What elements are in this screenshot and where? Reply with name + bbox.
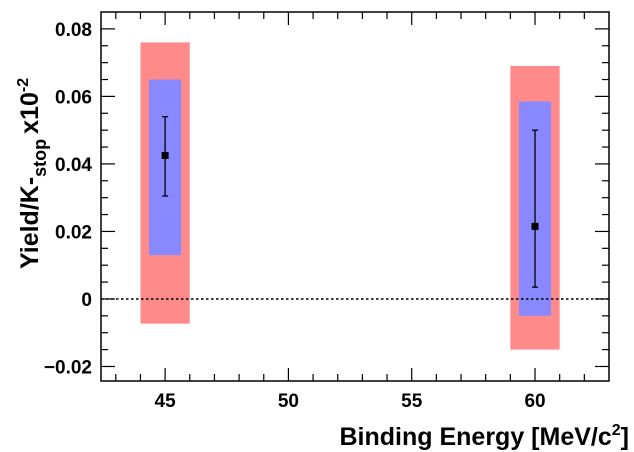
y-axis-ticks: −0.02 0 0.02 0.04 0.06 0.08 — [44, 20, 609, 378]
y-tick-label: 0.06 — [55, 87, 92, 108]
y-tick-label: 0.08 — [55, 20, 92, 41]
y-tick-label: 0 — [81, 290, 92, 311]
data-points — [161, 116, 539, 288]
x-tick-label: 45 — [155, 391, 177, 412]
x-tick-label: 60 — [524, 391, 545, 412]
data-point-1 — [161, 151, 169, 159]
y-tick-label: −0.02 — [44, 357, 92, 378]
x-tick-label: 55 — [401, 391, 423, 412]
data-point-2 — [531, 222, 539, 230]
uncertainty-bands — [140, 42, 560, 350]
y-tick-label: 0.04 — [55, 155, 92, 176]
x-tick-label: 50 — [278, 391, 299, 412]
plot-frame — [100, 11, 610, 382]
x-axis-ticks: 45 50 55 60 — [115, 12, 585, 412]
y-tick-label: 0.02 — [55, 222, 92, 243]
x-axis-title: Binding Energy [MeV/c2] — [340, 422, 630, 451]
y-axis-title: Yield/K-stopx10-2 — [15, 78, 50, 269]
